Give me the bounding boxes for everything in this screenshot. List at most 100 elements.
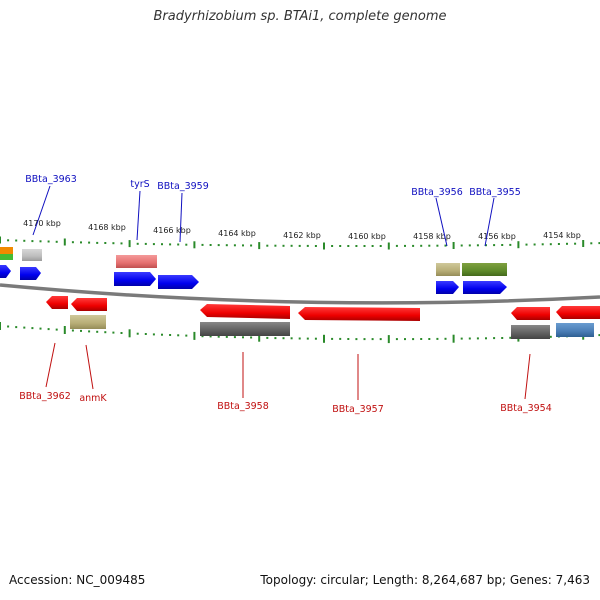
- minor-tick: [444, 337, 447, 340]
- label-tyrS[interactable]: tyrS: [130, 179, 149, 190]
- minor-tick: [476, 244, 479, 247]
- minor-tick: [7, 325, 10, 328]
- feature-blue-partial[interactable]: [0, 265, 11, 278]
- leader-BBta_3963: [32, 185, 51, 236]
- minor-tick: [96, 330, 99, 333]
- label-BBta_3963[interactable]: BBta_3963: [25, 174, 77, 185]
- gene-anmK[interactable]: [70, 315, 106, 329]
- minor-tick: [7, 239, 10, 242]
- gene-khaki-top[interactable]: [436, 263, 460, 276]
- label-BBta_3962[interactable]: BBta_3962: [19, 391, 71, 402]
- gene-red-small[interactable]: [71, 298, 107, 311]
- tick-label: 4160 kbp: [348, 232, 386, 241]
- minor-tick: [31, 327, 34, 330]
- minor-tick: [339, 337, 342, 340]
- major-tick: [452, 242, 455, 249]
- leader-BBta_3956: [435, 197, 448, 247]
- minor-tick: [331, 337, 334, 340]
- minor-tick: [96, 241, 99, 244]
- gene-BBta_3958[interactable]: [200, 322, 290, 336]
- major-tick: [582, 240, 585, 247]
- gene-BBta_3955-blue[interactable]: [463, 281, 507, 294]
- minor-tick: [112, 331, 115, 334]
- minor-tick: [331, 245, 334, 247]
- gene-tyrS[interactable]: [116, 255, 157, 268]
- minor-tick: [468, 337, 471, 340]
- minor-tick: [71, 329, 74, 332]
- minor-tick: [347, 338, 350, 340]
- minor-tick: [533, 243, 536, 246]
- leader-BBta_3962: [45, 342, 56, 388]
- minor-tick: [598, 334, 600, 337]
- minor-tick: [177, 334, 180, 337]
- gene-BBta_3962[interactable]: [46, 296, 68, 309]
- feature-orange-partial[interactable]: [0, 247, 13, 254]
- minor-tick: [39, 327, 42, 330]
- minor-tick: [485, 244, 487, 247]
- minor-tick: [590, 242, 593, 245]
- minor-tick: [47, 240, 50, 243]
- gene-gray-3954[interactable]: [511, 325, 550, 339]
- minor-tick: [233, 336, 236, 339]
- minor-tick: [549, 243, 552, 246]
- minor-tick: [217, 335, 220, 338]
- minor-tick: [242, 244, 244, 247]
- minor-tick: [225, 335, 228, 338]
- minor-tick: [379, 245, 382, 247]
- feature-green-partial[interactable]: [0, 254, 13, 260]
- tick-label: 4166 kbp: [153, 226, 191, 235]
- gene-red-3958[interactable]: [200, 304, 290, 319]
- minor-tick: [574, 242, 577, 245]
- label-BBta_3959[interactable]: BBta_3959: [157, 181, 209, 192]
- label-anmK[interactable]: anmK: [79, 393, 107, 404]
- tick-label: 4154 kbp: [543, 231, 581, 240]
- minor-tick: [436, 244, 439, 247]
- gene-BBta_3956[interactable]: [436, 281, 459, 294]
- minor-tick: [371, 245, 374, 247]
- minor-tick: [404, 244, 406, 247]
- major-tick: [323, 242, 325, 250]
- minor-tick: [31, 240, 34, 243]
- minor-tick: [412, 338, 415, 341]
- minor-tick: [55, 328, 58, 331]
- minor-tick: [104, 331, 107, 334]
- minor-tick: [549, 335, 552, 338]
- minor-tick: [282, 337, 285, 340]
- minor-tick: [509, 336, 512, 339]
- minor-tick: [395, 338, 398, 341]
- minor-tick: [525, 243, 528, 246]
- minor-tick: [395, 244, 398, 247]
- minor-tick: [371, 338, 374, 341]
- minor-tick: [557, 243, 560, 245]
- minor-tick: [209, 335, 212, 338]
- minor-tick: [209, 244, 212, 246]
- leader-BBta_3954: [524, 353, 531, 400]
- gene-BBta_3957[interactable]: [298, 307, 420, 321]
- minor-tick: [274, 244, 277, 247]
- label-BBta_3957[interactable]: BBta_3957: [332, 404, 384, 415]
- gene-BBta_3954[interactable]: [511, 307, 550, 320]
- minor-tick: [541, 243, 544, 246]
- minor-tick: [136, 332, 139, 335]
- gene-BBta_3960[interactable]: [114, 272, 156, 286]
- gene-BBta_3963[interactable]: [20, 267, 41, 280]
- gene-BBta_3955[interactable]: [462, 263, 507, 276]
- minor-tick: [169, 243, 172, 246]
- genome-backbone: [0, 283, 600, 305]
- genome-title: Bradyrhizobium sp. BTAi1, complete genom…: [153, 9, 447, 24]
- minor-tick: [136, 242, 139, 245]
- minor-tick: [339, 245, 342, 247]
- minor-tick: [201, 243, 204, 246]
- minor-tick: [298, 244, 301, 247]
- label-BBta_3955[interactable]: BBta_3955: [469, 187, 521, 198]
- gene-red-right[interactable]: [556, 306, 600, 319]
- feature-lightgray[interactable]: [22, 249, 42, 261]
- label-BBta_3958[interactable]: BBta_3958: [217, 401, 269, 412]
- leader-BBta_3959: [179, 192, 183, 243]
- minor-tick: [306, 244, 309, 247]
- label-BBta_3956[interactable]: BBta_3956: [411, 187, 463, 198]
- gene-steelblue[interactable]: [556, 323, 594, 337]
- gene-BBta_3959[interactable]: [158, 275, 199, 289]
- label-BBta_3954[interactable]: BBta_3954: [500, 403, 552, 414]
